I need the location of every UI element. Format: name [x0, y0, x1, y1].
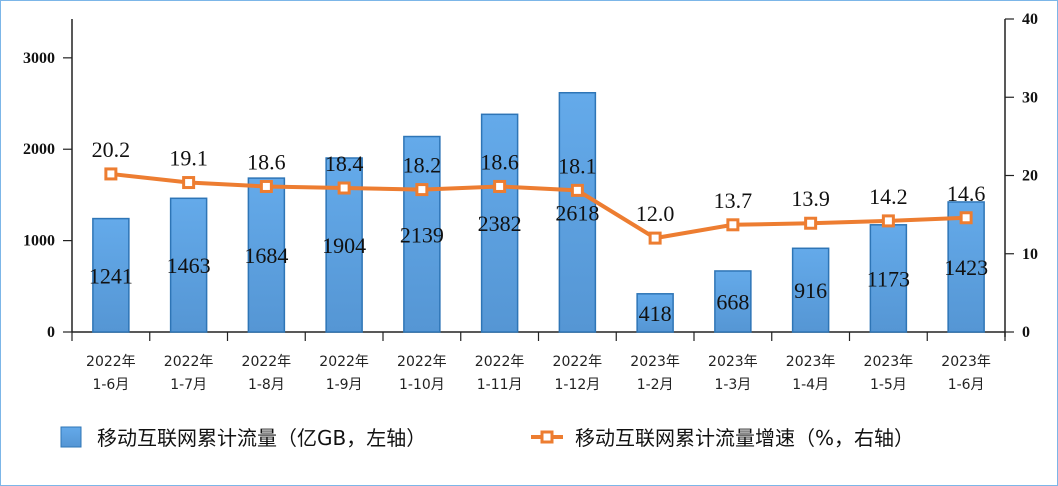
- x-category-year: 2023年: [941, 354, 991, 370]
- line-marker: [182, 176, 196, 190]
- x-category-period: 1-8月: [248, 377, 285, 393]
- bar-value-label: 1684: [244, 243, 288, 268]
- bar-value-label: 1463: [167, 253, 211, 278]
- bar: [92, 217, 130, 333]
- line-value-label: 18.6: [480, 149, 519, 174]
- line-value-label: 13.9: [791, 186, 830, 211]
- bar: [169, 197, 208, 333]
- bar: [558, 91, 597, 333]
- bar: [480, 113, 519, 333]
- left-tick-label: 3000: [23, 50, 55, 67]
- line-marker: [259, 179, 273, 193]
- bar-value-label: 916: [794, 278, 827, 303]
- right-tick-label: 10: [1022, 246, 1038, 263]
- x-category-period: 1-6月: [92, 377, 129, 393]
- right-tick-label: 20: [1022, 168, 1038, 185]
- bar-value-label: 2139: [400, 222, 444, 247]
- x-category-year: 2022年: [164, 354, 214, 370]
- x-category-year: 2023年: [864, 354, 914, 370]
- x-category-year: 2023年: [630, 354, 680, 370]
- x-category-period: 1-3月: [714, 377, 751, 393]
- line-marker: [337, 181, 351, 195]
- growth-line: [110, 171, 967, 241]
- x-category-year: 2023年: [786, 354, 836, 370]
- left-tick-label: 1000: [23, 233, 55, 250]
- x-category-year: 2022年: [397, 354, 447, 370]
- line-marker: [881, 214, 895, 228]
- line-marker: [804, 216, 818, 230]
- legend-line-marker: [540, 430, 554, 444]
- bar: [869, 224, 908, 333]
- line-value-label: 18.6: [247, 149, 286, 174]
- bar-value-label: 418: [639, 301, 672, 326]
- line-marker: [959, 211, 973, 225]
- x-category-year: 2022年: [553, 354, 603, 370]
- x-category-period: 1-7月: [170, 377, 207, 393]
- line-value-label: 19.1: [169, 146, 208, 171]
- bar: [403, 135, 441, 333]
- legend-bar-label: 移动互联网累计流量（亿GB，左轴）: [97, 426, 426, 450]
- line-marker: [415, 183, 429, 197]
- bar: [714, 270, 752, 333]
- right-tick-label: 30: [1022, 89, 1038, 106]
- line-value-label: 18.4: [325, 151, 364, 176]
- right-tick-label: 0: [1022, 324, 1030, 341]
- x-category-year: 2022年: [242, 354, 292, 370]
- bar-value-label: 1241: [89, 263, 133, 288]
- line-value-label: 14.2: [869, 184, 908, 209]
- bar-value-label: 2618: [555, 200, 599, 225]
- bar: [247, 177, 286, 333]
- x-category-period: 1-10月: [399, 377, 445, 393]
- left-tick-label: 2000: [23, 141, 55, 158]
- x-category-period: 1-12月: [554, 377, 600, 393]
- line-value-label: 18.1: [558, 153, 597, 178]
- bar-value-label: 2382: [478, 211, 522, 236]
- x-category-year: 2022年: [86, 354, 136, 370]
- line-value-label: 13.7: [714, 188, 753, 213]
- x-category-period: 1-11月: [477, 377, 523, 393]
- x-category-year: 2022年: [319, 354, 369, 370]
- x-category-year: 2023年: [708, 354, 758, 370]
- bar-value-label: 1423: [944, 255, 988, 280]
- line-value-label: 14.6: [947, 181, 986, 206]
- x-category-year: 2022年: [475, 354, 525, 370]
- line-marker: [104, 167, 118, 181]
- x-category-period: 1-6月: [948, 377, 985, 393]
- right-tick-label: 40: [1022, 11, 1038, 28]
- line-marker: [648, 231, 662, 245]
- bar: [636, 293, 674, 333]
- line-value-label: 18.2: [403, 153, 442, 178]
- line-marker: [570, 183, 584, 197]
- bar-value-label: 668: [716, 289, 749, 314]
- bar-value-label: 1173: [867, 266, 910, 291]
- line-value-label: 12.0: [636, 201, 675, 226]
- line-value-label: 20.2: [92, 137, 131, 162]
- left-tick-label: 0: [47, 324, 55, 341]
- bar: [791, 247, 830, 333]
- legend-line-label: 移动互联网累计流量增速（%，右轴）: [575, 426, 914, 450]
- x-category-period: 1-4月: [792, 377, 829, 393]
- legend-bar-swatch: [60, 426, 82, 448]
- line-marker: [493, 179, 507, 193]
- x-category-period: 1-9月: [326, 377, 363, 393]
- bar-value-label: 1904: [322, 233, 366, 258]
- x-category-period: 1-5月: [870, 377, 907, 393]
- line-marker: [726, 218, 740, 232]
- x-category-period: 1-2月: [637, 377, 674, 393]
